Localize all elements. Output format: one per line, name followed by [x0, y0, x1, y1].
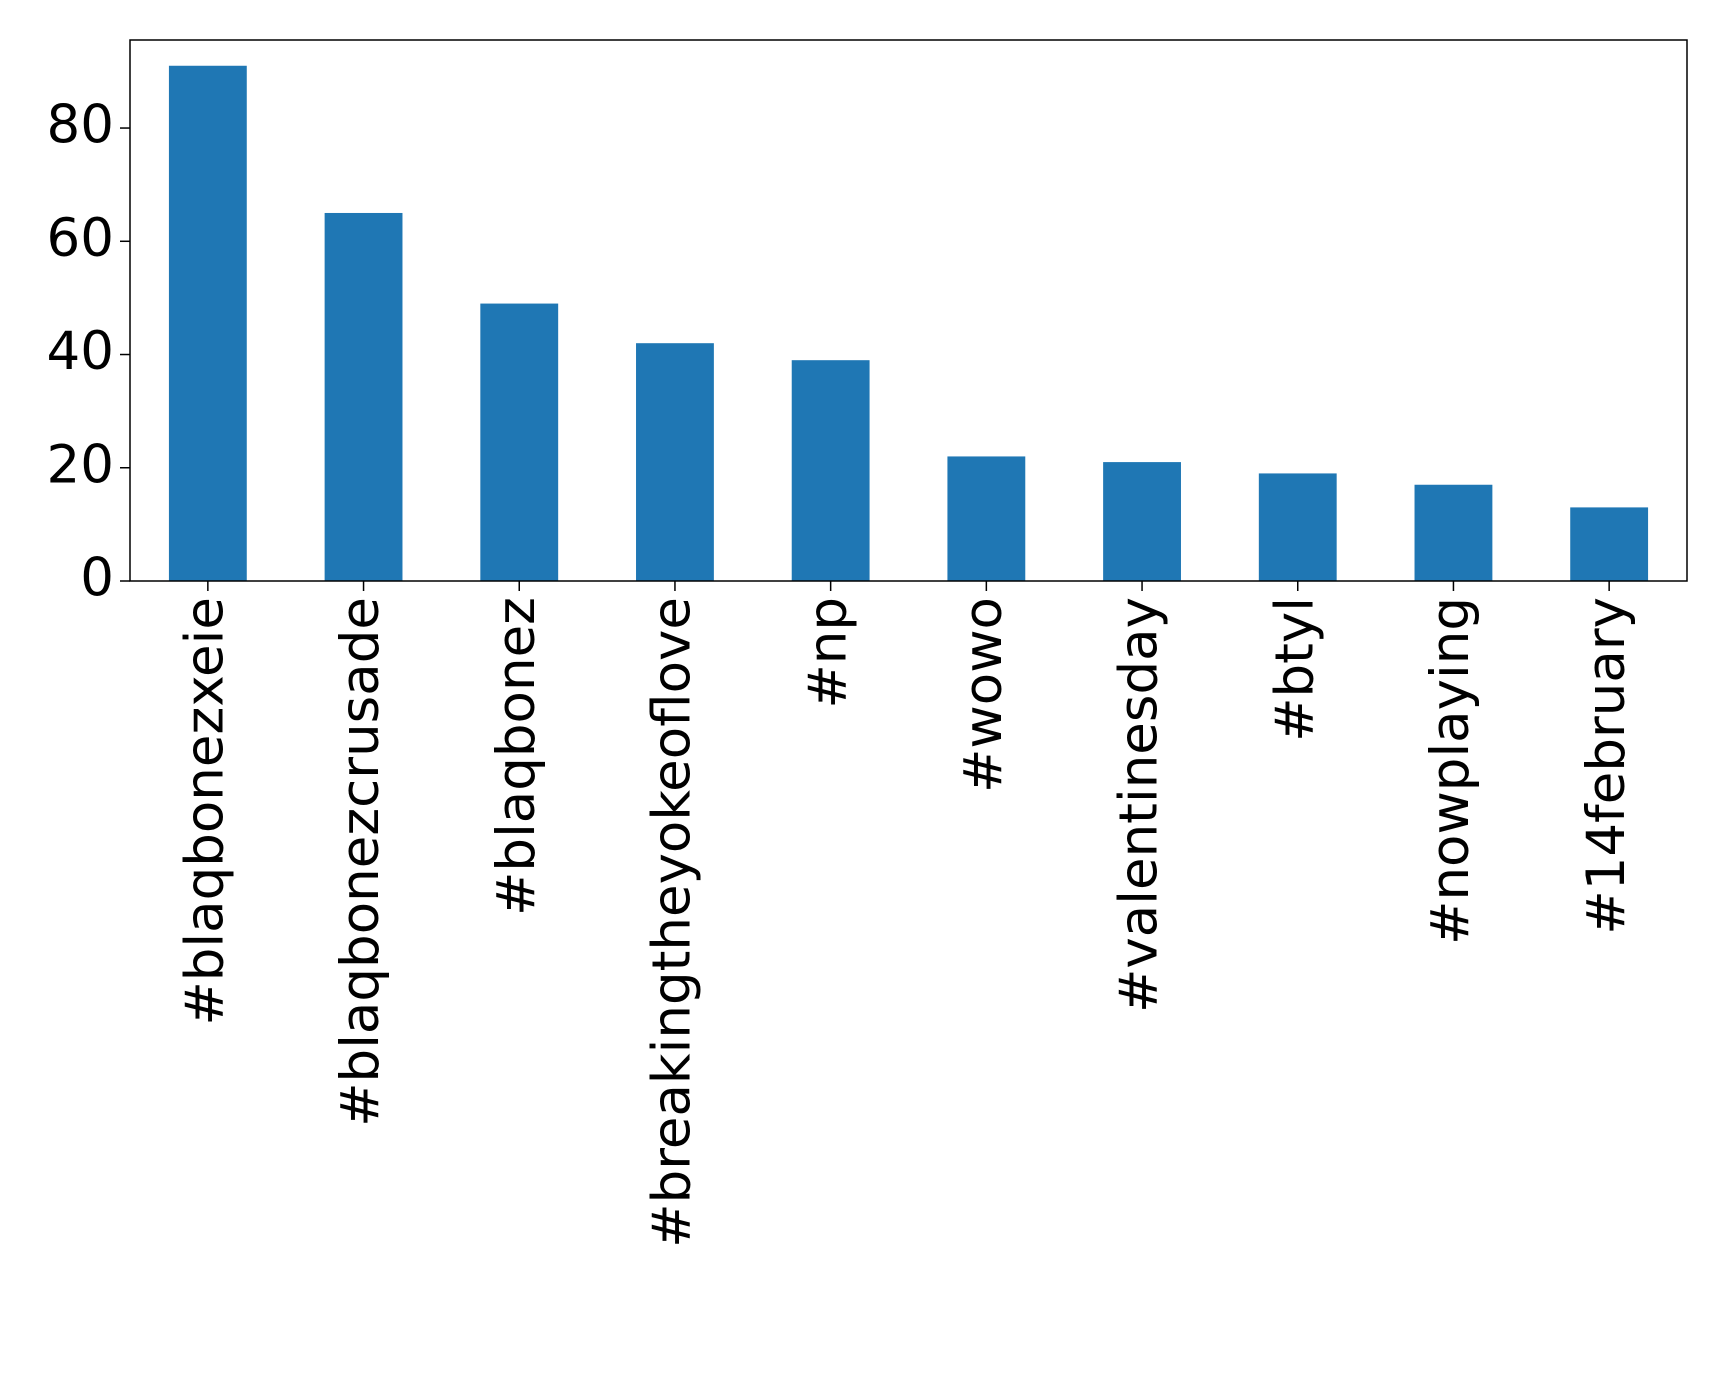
- bar: [168, 65, 247, 581]
- y-tick-label: 40: [47, 321, 114, 382]
- y-tick-label: 20: [47, 434, 114, 495]
- x-tick-label: #breakingtheyokeoflove: [642, 597, 703, 1248]
- x-tick-label: #nowplaying: [1420, 597, 1481, 945]
- y-tick-label: 0: [80, 548, 114, 609]
- x-tick-label: #blaqbonez: [486, 597, 547, 916]
- x-tick-label: #blaqbonezcrusade: [330, 597, 391, 1127]
- bar: [324, 212, 403, 582]
- bar: [1570, 507, 1649, 581]
- x-tick-label: #14february: [1576, 597, 1637, 935]
- y-tick-label: 60: [47, 208, 114, 269]
- bar: [947, 456, 1026, 581]
- x-tick-label: #valentinesday: [1109, 597, 1170, 1013]
- bar: [1414, 484, 1493, 581]
- plot-frame: [129, 39, 1688, 582]
- y-tick-label: 80: [47, 95, 114, 156]
- x-tick-label: #blaqbonezxeie: [174, 597, 235, 1026]
- bar: [480, 303, 559, 581]
- bar: [1258, 473, 1337, 581]
- bar: [636, 343, 714, 581]
- x-tick-label: #wowo: [953, 597, 1014, 793]
- bar: [791, 360, 870, 581]
- x-tick-label: #btyl: [1264, 597, 1325, 742]
- bar: [1103, 462, 1181, 581]
- x-tick-label: #np: [797, 597, 858, 709]
